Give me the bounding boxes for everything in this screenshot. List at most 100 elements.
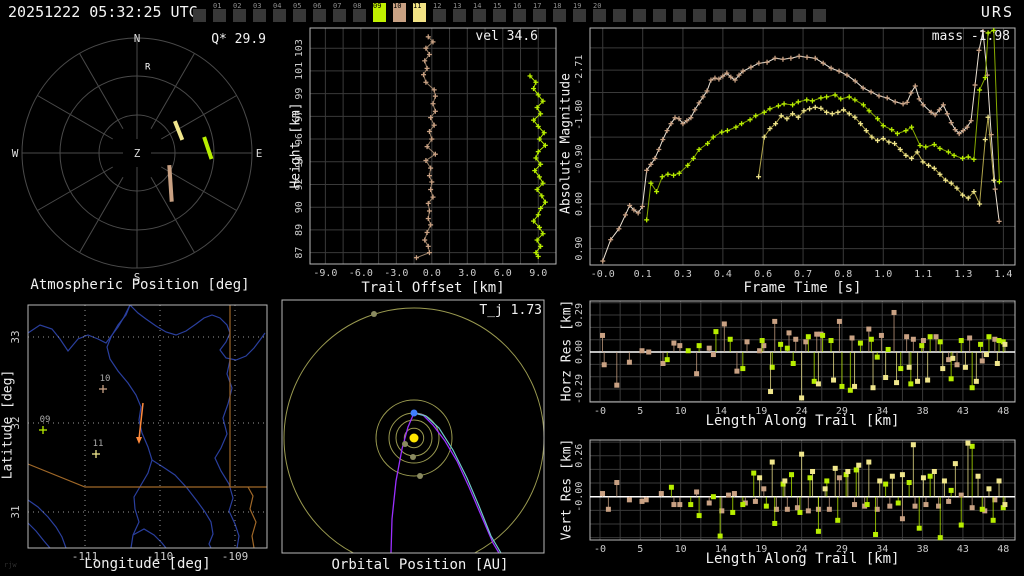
atmospheric-position-panel: NSWEZR Q* 29.9 Atmospheric Position [deg…: [0, 24, 280, 295]
watermark: rjw: [4, 561, 17, 569]
atmospheric-position-plot: NSWEZR: [0, 24, 280, 295]
frame-swatch: [433, 9, 446, 22]
svg-text:0.7: 0.7: [794, 269, 812, 280]
map-y-label: Latitude [deg]: [1, 325, 16, 525]
frame-box-12[interactable]: 12: [433, 3, 446, 23]
frame-box-14[interactable]: 14: [473, 3, 486, 23]
atmospheric-title: Atmospheric Position [deg]: [0, 277, 280, 293]
earth-dot: [411, 410, 418, 417]
frame-swatch: [453, 9, 466, 22]
frame-box-08[interactable]: 08: [353, 3, 366, 23]
frame-box-02[interactable]: 02: [233, 3, 246, 23]
frame-box-05[interactable]: 05: [293, 3, 306, 23]
orbit-plot: [280, 295, 560, 576]
frame-box-13[interactable]: 13: [453, 3, 466, 23]
magnitude-panel: -0.00.10.30.40.60.70.81.01.11.31.4-2.71-…: [560, 24, 1024, 295]
trail-x-label: Trail Offset [km]: [310, 280, 556, 296]
svg-text:1.4: 1.4: [994, 269, 1012, 280]
ground-map-plot: -111-110-109333231091011: [0, 295, 280, 576]
frame-swatch: [213, 9, 226, 22]
frame-box-03[interactable]: 03: [253, 3, 266, 23]
trail-series-10: [414, 34, 438, 260]
tick-labels: -051014192429343843480.26-0.00: [574, 444, 1009, 555]
frame-swatch: [513, 9, 526, 22]
magnitude-series-11: [756, 105, 996, 207]
svg-text:-1.80: -1.80: [574, 100, 585, 130]
magnitude-plot: -0.00.10.30.40.60.70.81.01.11.31.4-2.71-…: [560, 24, 1024, 295]
svg-text:6.0: 6.0: [494, 268, 512, 279]
frame-swatch: [773, 9, 786, 22]
frame-box-blank-26[interactable]: [713, 3, 726, 23]
frame-box-18[interactable]: 18: [553, 3, 566, 23]
magnitude-x-label: Frame Time [s]: [590, 280, 1015, 296]
svg-text:0.8: 0.8: [834, 269, 852, 280]
svg-text:-9.0: -9.0: [313, 268, 337, 279]
svg-text:0.90: 0.90: [574, 237, 585, 261]
svg-text:1.1: 1.1: [914, 269, 932, 280]
map-stations: 091011: [39, 374, 110, 458]
svg-text:-0.0: -0.0: [591, 269, 615, 280]
svg-text:-3.0: -3.0: [384, 268, 408, 279]
frame-box-blank-31[interactable]: [813, 3, 826, 23]
vertical-residuals-plot: -051014192429343843480.26-0.00: [560, 295, 1024, 576]
trail-y-label: Height [km]: [289, 46, 304, 246]
frame-box-11[interactable]: 11: [413, 3, 426, 23]
frame-box-06[interactable]: 06: [313, 3, 326, 23]
map-grid: [28, 305, 267, 548]
svg-text:3.0: 3.0: [458, 268, 476, 279]
horz-res-x-label: Length Along Trail [km]: [590, 413, 1015, 429]
frame-swatch: [593, 9, 606, 22]
frame-box-blank-27[interactable]: [733, 3, 746, 23]
frame-box-blank-23[interactable]: [653, 3, 666, 23]
frame-number: 10: [393, 3, 406, 9]
frame-box-blank-21[interactable]: [613, 3, 626, 23]
svg-text:11: 11: [93, 439, 104, 449]
planet-dot: [371, 311, 377, 317]
frame-box-17[interactable]: 17: [533, 3, 546, 23]
svg-text:E: E: [256, 147, 263, 160]
frame-swatch: [753, 9, 766, 22]
frame-number: 09: [373, 3, 386, 9]
svg-text:0.0: 0.0: [423, 268, 441, 279]
frame-box-16[interactable]: 16: [513, 3, 526, 23]
frame-swatch: [273, 9, 286, 22]
plot-grid: [590, 28, 1015, 265]
frame-swatch: [653, 9, 666, 22]
frame-box-blank-25[interactable]: [693, 3, 706, 23]
frame-box-09[interactable]: 09: [373, 3, 386, 23]
planet-dot: [402, 441, 408, 447]
frame-box-blank-24[interactable]: [673, 3, 686, 23]
map-x-label: Longitude [deg]: [28, 556, 267, 572]
frame-box-20[interactable]: 20: [593, 3, 606, 23]
frame-box-blank-29[interactable]: [773, 3, 786, 23]
ground-map-panel: -111-110-109333231091011 Longitude [deg]…: [0, 295, 280, 576]
residuals-panel: -051014192429343843480.290.00-0.29 -0510…: [560, 295, 1024, 576]
trail-offset-panel: -9.0-6.0-3.00.03.06.09.01031019997969492…: [280, 24, 560, 295]
frame-swatch: [533, 9, 546, 22]
frame-box-blank-30[interactable]: [793, 3, 806, 23]
frame-box-04[interactable]: 04: [273, 3, 286, 23]
svg-text:W: W: [12, 147, 19, 160]
svg-text:0.6: 0.6: [754, 269, 772, 280]
frame-box-blank-28[interactable]: [753, 3, 766, 23]
frame-swatch: [633, 9, 646, 22]
svg-text:10: 10: [100, 374, 111, 384]
frame-box-10[interactable]: 10: [393, 3, 406, 23]
frame-box-01[interactable]: 01: [213, 3, 226, 23]
vert-res-y-label: Vert Res [km]: [560, 390, 575, 576]
frame-swatch: [293, 9, 306, 22]
svg-text:0.00: 0.00: [574, 192, 585, 216]
frame-box-07[interactable]: 07: [333, 3, 346, 23]
frame-swatch: [473, 9, 486, 22]
frame-number: 11: [413, 3, 426, 9]
planet-dot: [410, 454, 416, 460]
frame-box-blank-22[interactable]: [633, 3, 646, 23]
frame-box-blank-0[interactable]: [193, 3, 206, 23]
magnitude-y-label: Absolute Magnitude: [559, 44, 574, 244]
frame-swatch: [733, 9, 746, 22]
frame-box-19[interactable]: 19: [573, 3, 586, 23]
tick-labels: -0.00.10.30.40.60.70.81.01.11.31.4-2.71-…: [574, 55, 1012, 280]
frame-box-15[interactable]: 15: [493, 3, 506, 23]
mass-stat: mass -1.98: [932, 29, 1010, 44]
svg-text:0.4: 0.4: [714, 269, 732, 280]
